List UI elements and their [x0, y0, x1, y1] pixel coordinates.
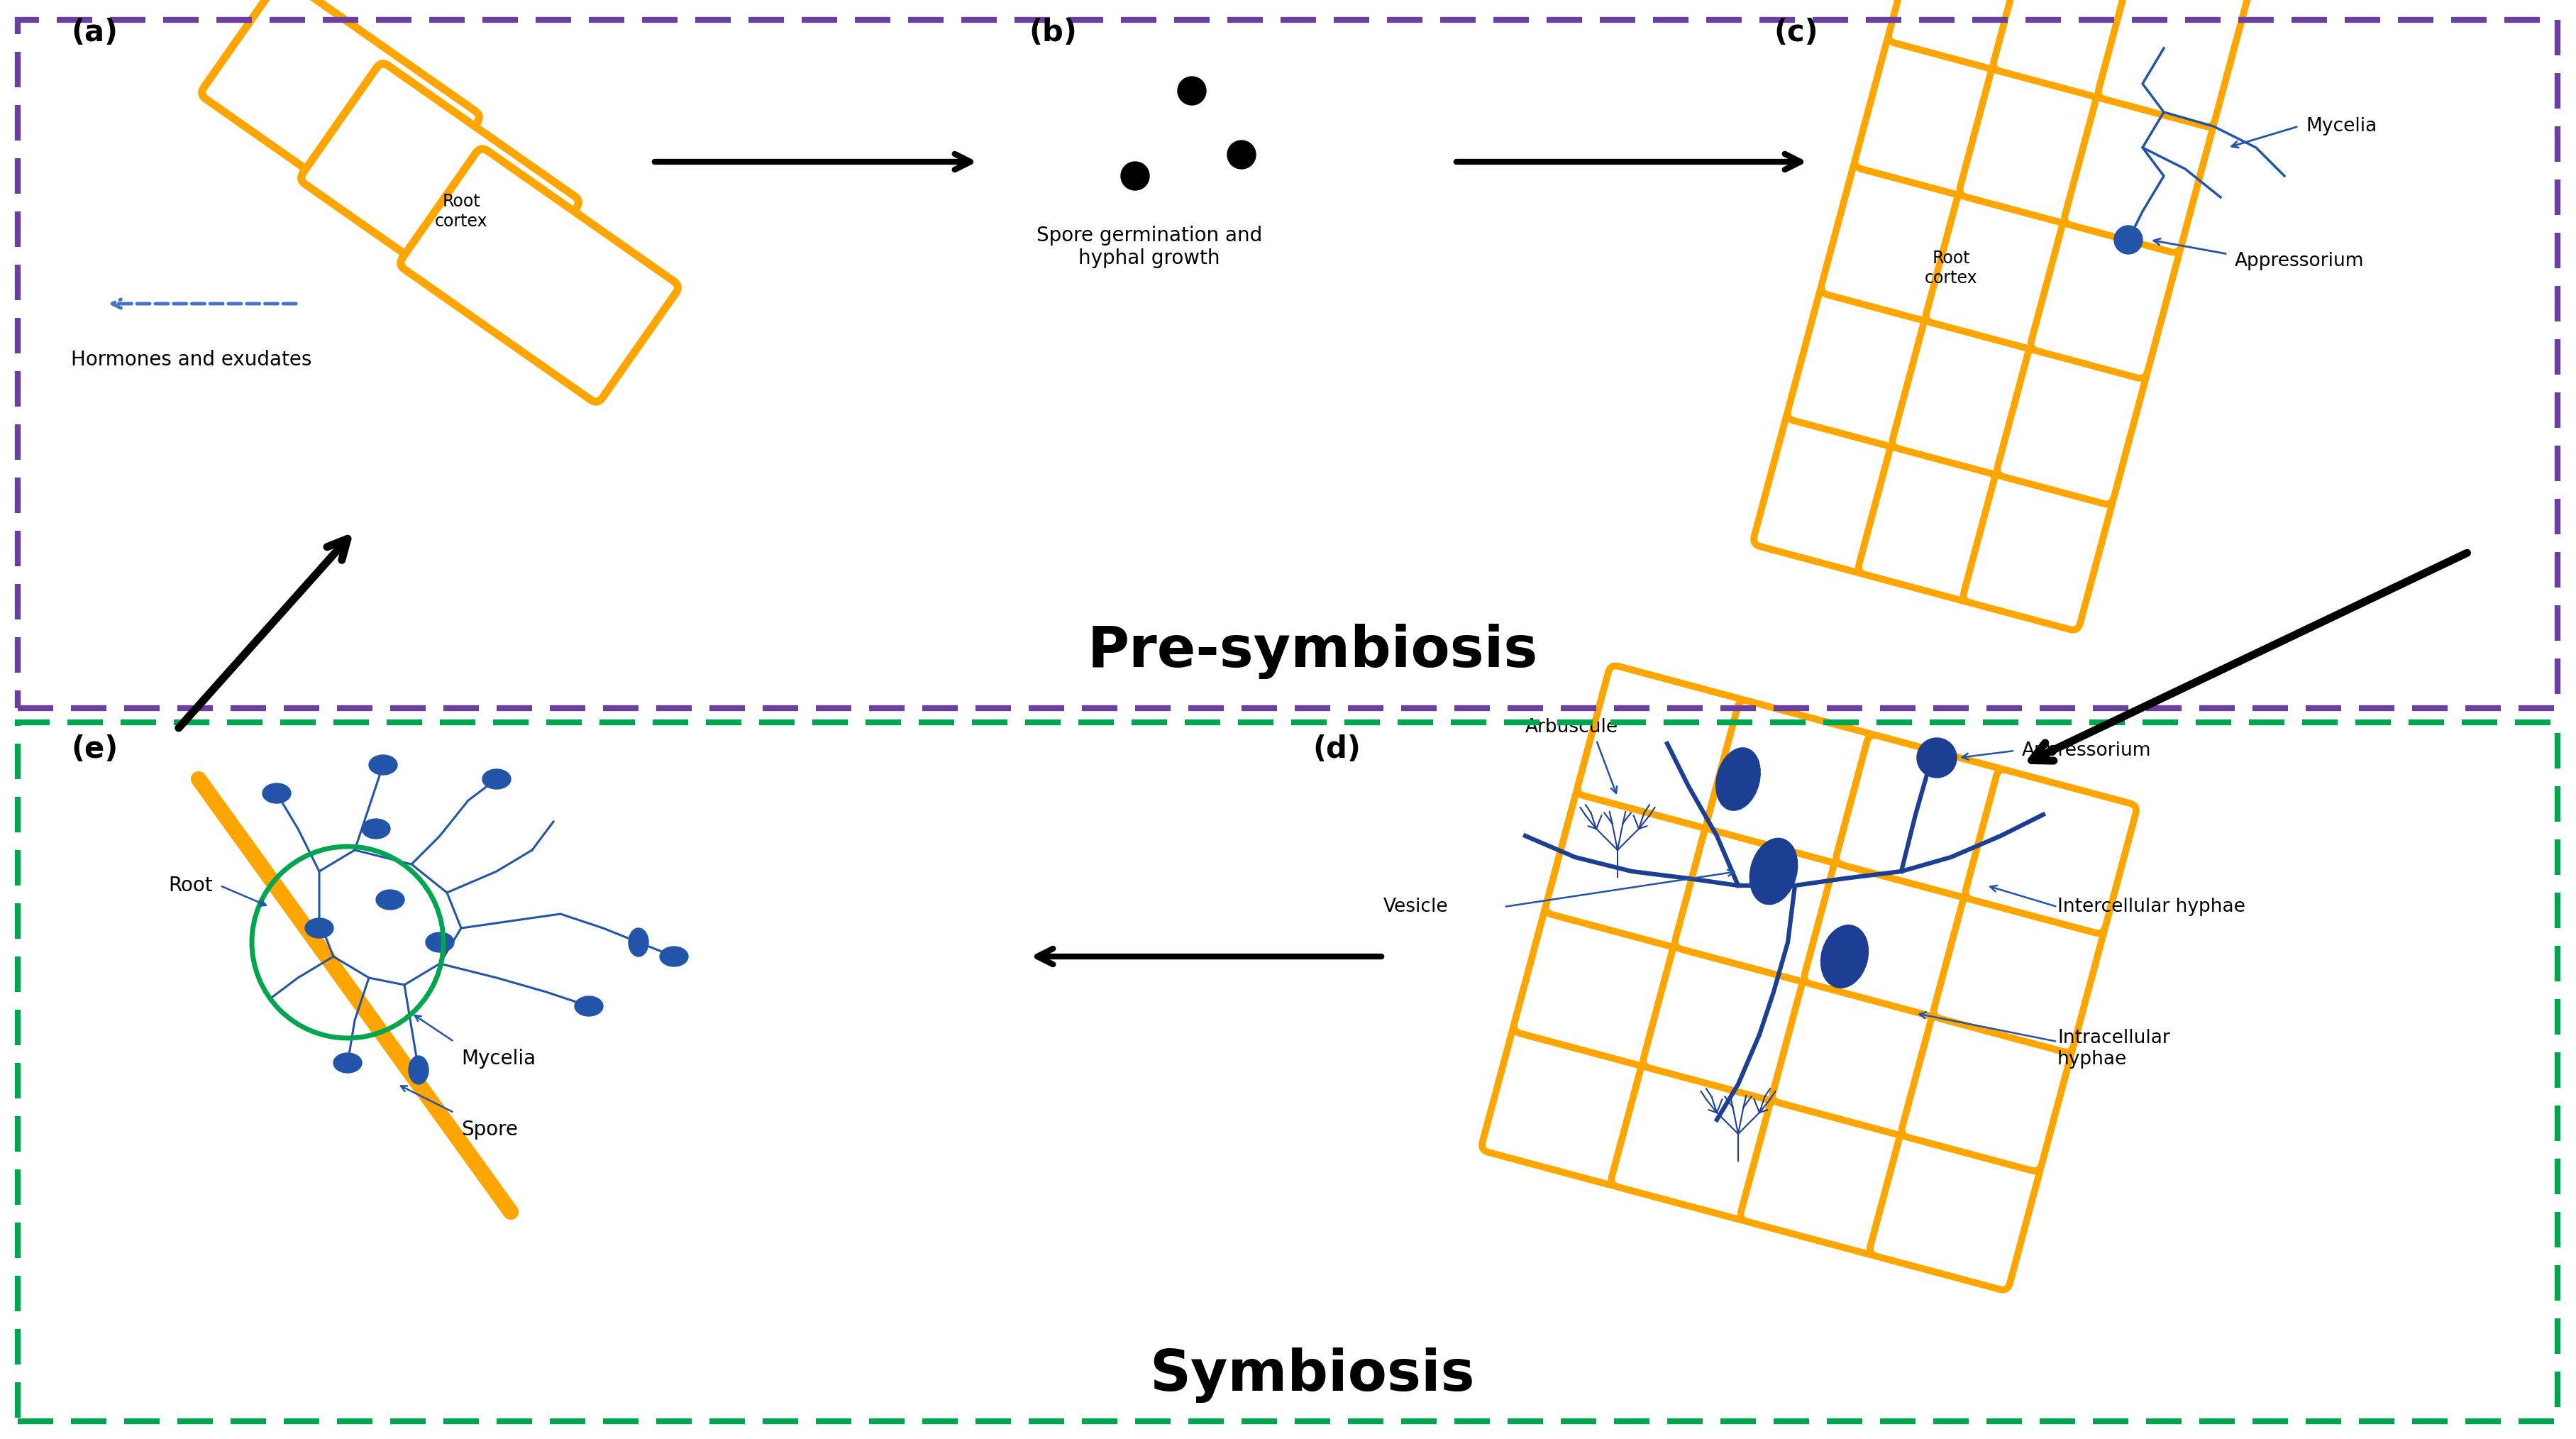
FancyBboxPatch shape: [1965, 770, 2136, 932]
FancyBboxPatch shape: [2099, 0, 2246, 127]
Text: (c): (c): [1775, 17, 1819, 47]
FancyBboxPatch shape: [2063, 89, 2213, 252]
FancyBboxPatch shape: [402, 148, 677, 401]
Text: Intercellular hyphae: Intercellular hyphae: [2058, 898, 2246, 917]
FancyBboxPatch shape: [1708, 701, 1878, 863]
Text: Pre-symbiosis: Pre-symbiosis: [1087, 623, 1538, 679]
Ellipse shape: [332, 1053, 361, 1073]
FancyBboxPatch shape: [1772, 973, 1942, 1137]
FancyBboxPatch shape: [1927, 186, 2076, 350]
FancyBboxPatch shape: [1860, 437, 2007, 602]
Text: (b): (b): [1028, 17, 1077, 47]
Ellipse shape: [659, 947, 688, 967]
FancyBboxPatch shape: [1837, 735, 2007, 898]
Text: Root
cortex: Root cortex: [1924, 250, 1978, 286]
FancyBboxPatch shape: [1855, 33, 2004, 196]
FancyBboxPatch shape: [1754, 410, 1904, 574]
FancyBboxPatch shape: [201, 0, 479, 232]
Text: (e): (e): [72, 734, 118, 764]
FancyBboxPatch shape: [1546, 784, 1716, 948]
Ellipse shape: [304, 918, 332, 938]
FancyBboxPatch shape: [1674, 819, 1844, 983]
FancyBboxPatch shape: [1996, 340, 2146, 504]
FancyBboxPatch shape: [1960, 60, 2110, 224]
Circle shape: [2115, 226, 2143, 255]
Ellipse shape: [410, 1056, 428, 1084]
FancyBboxPatch shape: [1515, 904, 1685, 1066]
FancyBboxPatch shape: [1803, 853, 1976, 1017]
Ellipse shape: [1716, 748, 1759, 810]
Text: Intracellular
hyphae: Intracellular hyphae: [2058, 1029, 2169, 1069]
Ellipse shape: [574, 996, 603, 1016]
Text: (d): (d): [1314, 734, 1360, 764]
Ellipse shape: [368, 755, 397, 774]
Text: Symbiosis: Symbiosis: [1149, 1347, 1476, 1403]
Ellipse shape: [376, 889, 404, 909]
Text: Root
cortex: Root cortex: [435, 193, 487, 230]
Ellipse shape: [1749, 839, 1798, 905]
FancyBboxPatch shape: [1935, 889, 2105, 1052]
FancyBboxPatch shape: [2030, 214, 2179, 378]
Text: Mycelia: Mycelia: [461, 1049, 536, 1069]
Text: Spore germination and
hyphal growth: Spore germination and hyphal growth: [1036, 226, 1262, 269]
FancyBboxPatch shape: [1741, 1092, 1911, 1255]
Circle shape: [1121, 161, 1149, 190]
Ellipse shape: [425, 932, 453, 953]
FancyBboxPatch shape: [1821, 158, 1971, 322]
Text: Appressorium: Appressorium: [2022, 741, 2151, 760]
FancyBboxPatch shape: [1901, 1007, 2074, 1171]
Text: (a): (a): [72, 17, 118, 47]
FancyBboxPatch shape: [1870, 1127, 2040, 1289]
Circle shape: [1177, 76, 1206, 105]
Text: Arbuscule: Arbuscule: [1525, 718, 1618, 737]
Ellipse shape: [482, 770, 510, 789]
Circle shape: [1917, 738, 1958, 777]
FancyBboxPatch shape: [1643, 938, 1814, 1102]
FancyBboxPatch shape: [1481, 1022, 1654, 1186]
Ellipse shape: [629, 928, 649, 957]
FancyBboxPatch shape: [1893, 312, 2043, 476]
Ellipse shape: [1821, 925, 1868, 989]
Ellipse shape: [361, 819, 389, 839]
Text: Hormones and exudates: Hormones and exudates: [72, 350, 312, 370]
FancyBboxPatch shape: [301, 63, 580, 317]
Text: Appressorium: Appressorium: [2236, 252, 2365, 271]
FancyBboxPatch shape: [1577, 666, 1749, 829]
Text: Mycelia: Mycelia: [2306, 117, 2378, 135]
Ellipse shape: [263, 783, 291, 803]
FancyBboxPatch shape: [1613, 1058, 1783, 1220]
FancyBboxPatch shape: [1994, 0, 2143, 98]
FancyBboxPatch shape: [1888, 0, 2038, 71]
FancyBboxPatch shape: [1788, 283, 1937, 448]
Text: Spore: Spore: [461, 1120, 518, 1140]
Circle shape: [1226, 141, 1255, 168]
Text: Vesicle: Vesicle: [1383, 898, 1448, 917]
FancyBboxPatch shape: [1963, 466, 2112, 630]
Text: Root: Root: [167, 875, 214, 895]
